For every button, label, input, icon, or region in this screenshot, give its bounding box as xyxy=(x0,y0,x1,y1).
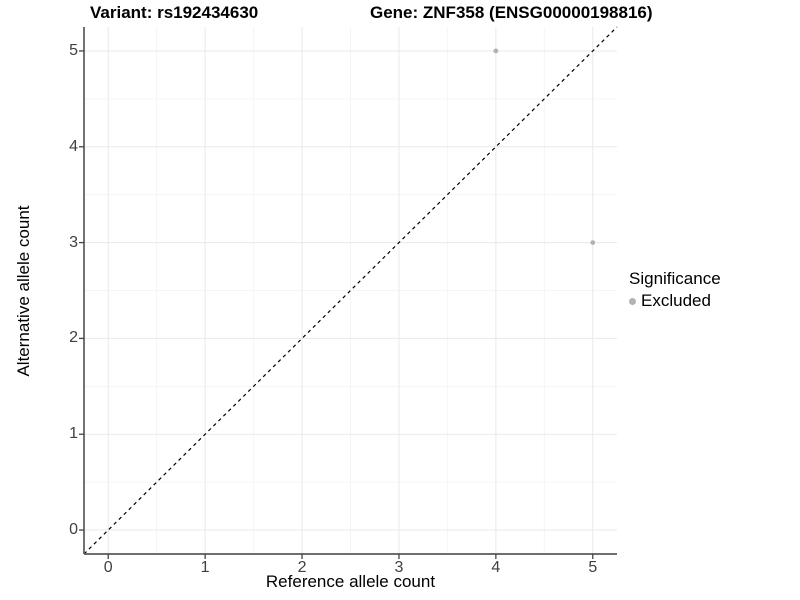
legend-item-excluded: Excluded xyxy=(629,291,721,311)
x-tick-label: 5 xyxy=(588,559,598,576)
y-tick-label: 3 xyxy=(69,233,78,251)
legend-title: Significance xyxy=(629,269,721,288)
legend-item-label: Excluded xyxy=(641,291,711,310)
legend: Significance Excluded xyxy=(629,269,721,311)
x-tick-label: 3 xyxy=(394,559,404,576)
x-tick-label: 0 xyxy=(103,559,113,576)
excluded-point-icon xyxy=(629,297,636,305)
data-point xyxy=(590,240,596,245)
identity-reference-line xyxy=(83,26,618,555)
y-tick-label: 4 xyxy=(69,137,78,155)
x-tick-label: 4 xyxy=(491,559,501,576)
x-axis-label: Reference allele count xyxy=(265,572,436,591)
y-tick-label: 5 xyxy=(69,41,78,59)
y-tick-label: 0 xyxy=(69,521,78,539)
x-tick-label: 1 xyxy=(200,559,210,576)
gene-title: Gene: ZNF358 (ENSG00000198816) xyxy=(370,3,653,22)
x-tick-label: 2 xyxy=(297,559,307,576)
y-tick-label: 2 xyxy=(69,329,78,347)
variant-title: Variant: rs192434630 xyxy=(90,3,259,22)
y-axis-label: Alternative allele count xyxy=(14,205,33,377)
data-point xyxy=(493,48,499,54)
y-tick-label: 1 xyxy=(69,425,78,443)
